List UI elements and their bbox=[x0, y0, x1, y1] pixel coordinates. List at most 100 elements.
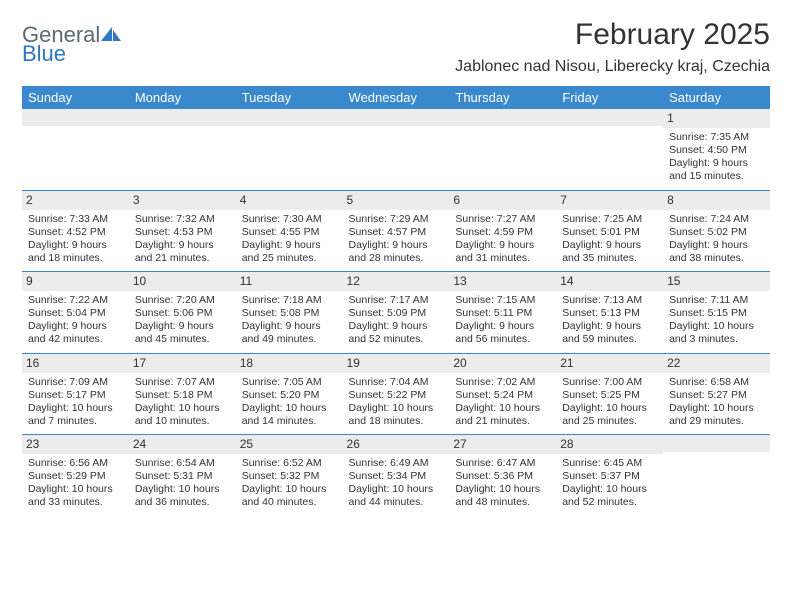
daylight-text: Daylight: 9 hours and 15 minutes. bbox=[669, 157, 764, 183]
sunrise-text: Sunrise: 6:54 AM bbox=[135, 457, 230, 470]
daylight-text: Daylight: 10 hours and 7 minutes. bbox=[28, 402, 123, 428]
sunset-text: Sunset: 5:09 PM bbox=[349, 307, 444, 320]
calendar-day-cell: 5 Sunrise: 7:29 AMSunset: 4:57 PMDaylight… bbox=[343, 190, 450, 272]
calendar-day-cell: 25Sunrise: 6:52 AMSunset: 5:32 PMDayligh… bbox=[236, 435, 343, 516]
day-number-bar bbox=[236, 109, 343, 126]
weekday-header: Wednesday bbox=[343, 86, 450, 109]
month-title: February 2025 bbox=[455, 18, 770, 52]
weekday-header: Saturday bbox=[663, 86, 770, 109]
day-number-bar bbox=[129, 109, 236, 126]
calendar-day-cell bbox=[22, 109, 129, 190]
daylight-text: Daylight: 9 hours and 45 minutes. bbox=[135, 320, 230, 346]
calendar-day-cell: 11Sunrise: 7:18 AMSunset: 5:08 PMDayligh… bbox=[236, 272, 343, 354]
day-details: Sunrise: 7:25 AMSunset: 5:01 PMDaylight:… bbox=[562, 213, 657, 266]
calendar-week-row: 23Sunrise: 6:56 AMSunset: 5:29 PMDayligh… bbox=[22, 435, 770, 516]
calendar-day-cell bbox=[129, 109, 236, 190]
day-number-bar: 20 bbox=[449, 354, 556, 373]
sunset-text: Sunset: 5:29 PM bbox=[28, 470, 123, 483]
day-number-bar: 7 bbox=[556, 191, 663, 210]
day-details: Sunrise: 7:29 AMSunset: 4:57 PMDaylight:… bbox=[349, 213, 444, 266]
sunrise-text: Sunrise: 6:56 AM bbox=[28, 457, 123, 470]
day-details: Sunrise: 7:04 AMSunset: 5:22 PMDaylight:… bbox=[349, 376, 444, 429]
day-details: Sunrise: 6:49 AMSunset: 5:34 PMDaylight:… bbox=[349, 457, 444, 510]
daylight-text: Daylight: 9 hours and 25 minutes. bbox=[242, 239, 337, 265]
day-number-bar: 4 bbox=[236, 191, 343, 210]
sunset-text: Sunset: 5:34 PM bbox=[349, 470, 444, 483]
day-details: Sunrise: 7:20 AMSunset: 5:06 PMDaylight:… bbox=[135, 294, 230, 347]
calendar-day-cell: 10 Sunrise: 7:20 AMSunset: 5:06 PMDayligh… bbox=[129, 272, 236, 354]
day-details: Sunrise: 7:11 AMSunset: 5:15 PMDaylight:… bbox=[669, 294, 764, 347]
sunrise-text: Sunrise: 7:33 AM bbox=[28, 213, 123, 226]
day-details: Sunrise: 7:09 AMSunset: 5:17 PMDaylight:… bbox=[28, 376, 123, 429]
day-number-bar: 11 bbox=[236, 272, 343, 291]
day-details: Sunrise: 7:17 AMSunset: 5:09 PMDaylight:… bbox=[349, 294, 444, 347]
sunset-text: Sunset: 5:22 PM bbox=[349, 389, 444, 402]
sunrise-text: Sunrise: 7:18 AM bbox=[242, 294, 337, 307]
day-details: Sunrise: 7:22 AMSunset: 5:04 PMDaylight:… bbox=[28, 294, 123, 347]
day-number-bar: 5 bbox=[343, 191, 450, 210]
sunrise-text: Sunrise: 7:24 AM bbox=[669, 213, 764, 226]
calendar-day-cell: 28Sunrise: 6:45 AMSunset: 5:37 PMDayligh… bbox=[556, 435, 663, 516]
sunset-text: Sunset: 5:37 PM bbox=[562, 470, 657, 483]
sunset-text: Sunset: 5:20 PM bbox=[242, 389, 337, 402]
daylight-text: Daylight: 10 hours and 48 minutes. bbox=[455, 483, 550, 509]
daylight-text: Daylight: 10 hours and 3 minutes. bbox=[669, 320, 764, 346]
daylight-text: Daylight: 10 hours and 36 minutes. bbox=[135, 483, 230, 509]
sunrise-text: Sunrise: 7:02 AM bbox=[455, 376, 550, 389]
sunrise-text: Sunrise: 7:20 AM bbox=[135, 294, 230, 307]
day-number-bar bbox=[663, 435, 770, 452]
sunset-text: Sunset: 4:50 PM bbox=[669, 144, 764, 157]
day-number-bar: 15 bbox=[663, 272, 770, 291]
calendar-week-row: 9Sunrise: 7:22 AMSunset: 5:04 PMDaylight… bbox=[22, 272, 770, 354]
day-number-bar: 6 bbox=[449, 191, 556, 210]
daylight-text: Daylight: 9 hours and 42 minutes. bbox=[28, 320, 123, 346]
day-number-bar bbox=[22, 109, 129, 126]
calendar-day-cell: 12Sunrise: 7:17 AMSunset: 5:09 PMDayligh… bbox=[343, 272, 450, 354]
sunset-text: Sunset: 5:32 PM bbox=[242, 470, 337, 483]
day-details: Sunrise: 6:54 AMSunset: 5:31 PMDaylight:… bbox=[135, 457, 230, 510]
day-details: Sunrise: 7:32 AMSunset: 4:53 PMDaylight:… bbox=[135, 213, 230, 266]
calendar-day-cell: 8Sunrise: 7:24 AMSunset: 5:02 PMDaylight… bbox=[663, 190, 770, 272]
sunrise-text: Sunrise: 7:22 AM bbox=[28, 294, 123, 307]
day-details: Sunrise: 7:00 AMSunset: 5:25 PMDaylight:… bbox=[562, 376, 657, 429]
day-details: Sunrise: 7:02 AMSunset: 5:24 PMDaylight:… bbox=[455, 376, 550, 429]
calendar-page: General Blue February 2025 Jablonec nad … bbox=[0, 0, 792, 516]
day-number-bar: 25 bbox=[236, 435, 343, 454]
day-number-bar: 14 bbox=[556, 272, 663, 291]
day-details: Sunrise: 7:15 AMSunset: 5:11 PMDaylight:… bbox=[455, 294, 550, 347]
day-number-bar: 2 bbox=[22, 191, 129, 210]
calendar-day-cell: 14Sunrise: 7:13 AMSunset: 5:13 PMDayligh… bbox=[556, 272, 663, 354]
day-details: Sunrise: 6:56 AMSunset: 5:29 PMDaylight:… bbox=[28, 457, 123, 510]
logo: General Blue bbox=[22, 18, 122, 65]
day-number-bar: 18 bbox=[236, 354, 343, 373]
sunset-text: Sunset: 4:55 PM bbox=[242, 226, 337, 239]
daylight-text: Daylight: 9 hours and 49 minutes. bbox=[242, 320, 337, 346]
sunrise-text: Sunrise: 7:25 AM bbox=[562, 213, 657, 226]
daylight-text: Daylight: 10 hours and 10 minutes. bbox=[135, 402, 230, 428]
day-number-bar: 10 bbox=[129, 272, 236, 291]
sunrise-text: Sunrise: 7:30 AM bbox=[242, 213, 337, 226]
calendar-day-cell bbox=[236, 109, 343, 190]
day-number-bar: 23 bbox=[22, 435, 129, 454]
weekday-header: Sunday bbox=[22, 86, 129, 109]
calendar-day-cell: 1Sunrise: 7:35 AMSunset: 4:50 PMDaylight… bbox=[663, 109, 770, 190]
calendar-day-cell: 4 Sunrise: 7:30 AMSunset: 4:55 PMDaylight… bbox=[236, 190, 343, 272]
day-number-bar bbox=[556, 109, 663, 126]
calendar-day-cell: 21 Sunrise: 7:00 AMSunset: 5:25 PMDayligh… bbox=[556, 353, 663, 435]
daylight-text: Daylight: 9 hours and 28 minutes. bbox=[349, 239, 444, 265]
daylight-text: Daylight: 9 hours and 56 minutes. bbox=[455, 320, 550, 346]
daylight-text: Daylight: 10 hours and 18 minutes. bbox=[349, 402, 444, 428]
sunset-text: Sunset: 5:18 PM bbox=[135, 389, 230, 402]
daylight-text: Daylight: 9 hours and 35 minutes. bbox=[562, 239, 657, 265]
day-details: Sunrise: 7:35 AMSunset: 4:50 PMDaylight:… bbox=[669, 131, 764, 184]
sunset-text: Sunset: 4:59 PM bbox=[455, 226, 550, 239]
sunset-text: Sunset: 5:15 PM bbox=[669, 307, 764, 320]
daylight-text: Daylight: 10 hours and 44 minutes. bbox=[349, 483, 444, 509]
day-number-bar: 21 bbox=[556, 354, 663, 373]
calendar-day-cell: 22Sunrise: 6:58 AMSunset: 5:27 PMDayligh… bbox=[663, 353, 770, 435]
day-details: Sunrise: 6:47 AMSunset: 5:36 PMDaylight:… bbox=[455, 457, 550, 510]
day-number-bar: 17 bbox=[129, 354, 236, 373]
sunset-text: Sunset: 5:24 PM bbox=[455, 389, 550, 402]
sunset-text: Sunset: 5:36 PM bbox=[455, 470, 550, 483]
calendar-thead: Sunday Monday Tuesday Wednesday Thursday… bbox=[22, 86, 770, 109]
